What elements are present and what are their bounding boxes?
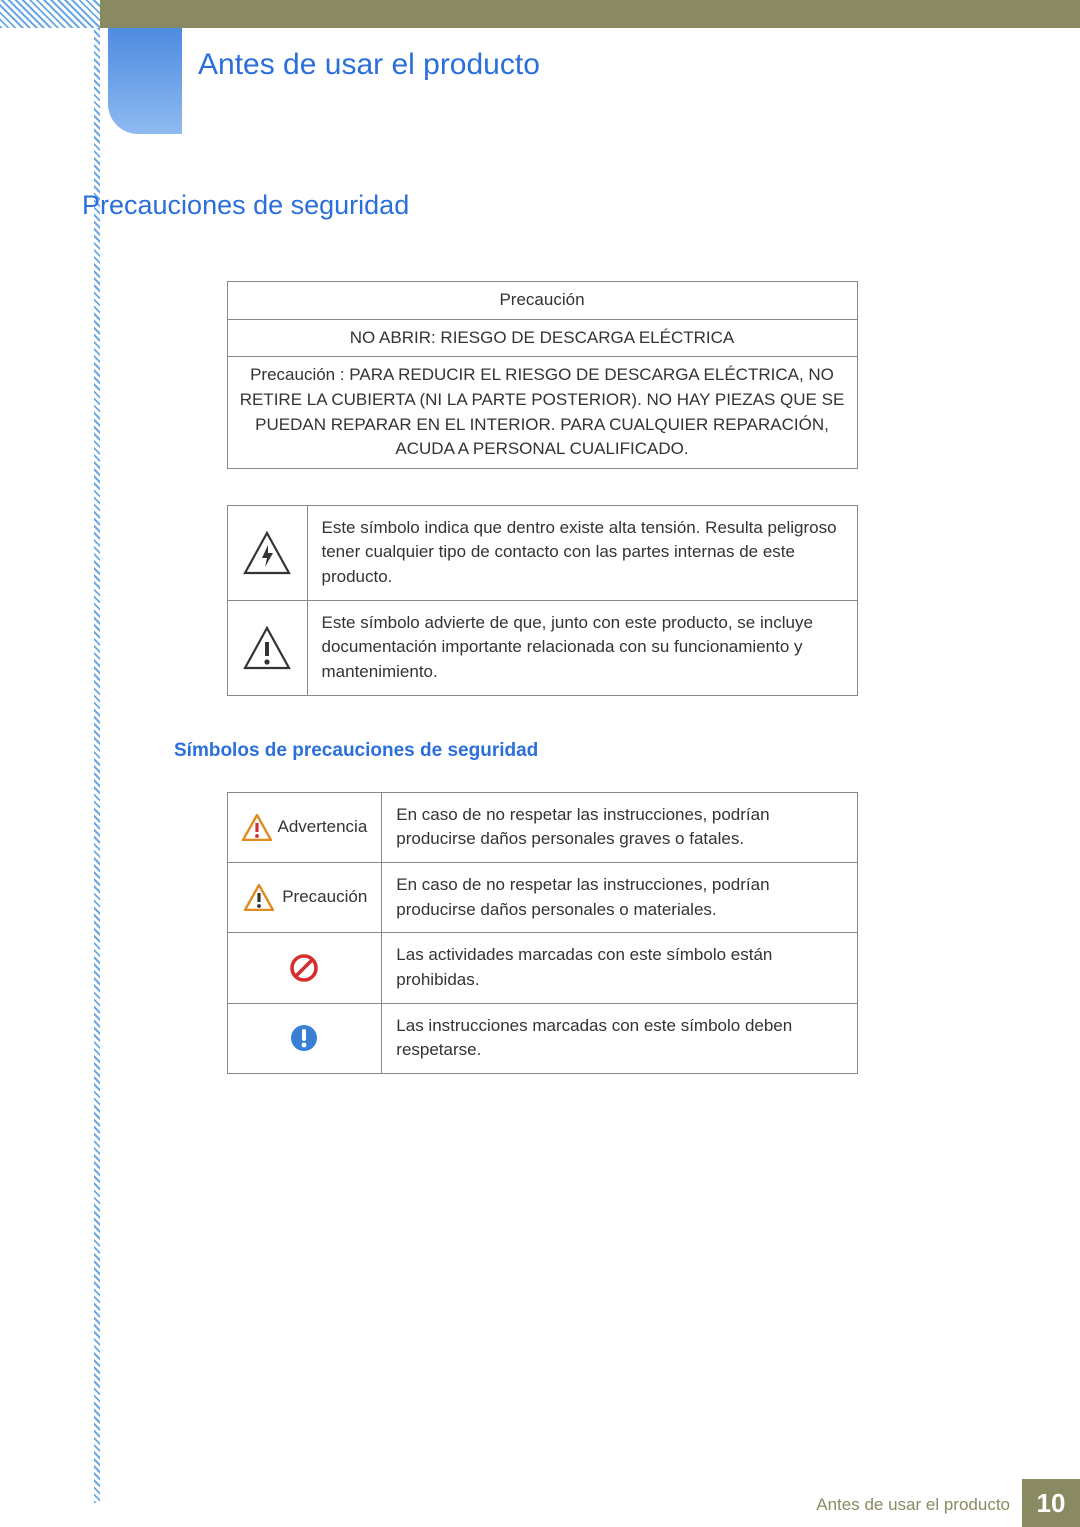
warning-label-cell: Advertencia [227,792,382,862]
warning-text: En caso de no respetar las instrucciones… [382,792,857,862]
header-bar [0,0,1080,28]
chapter-tab [108,28,182,134]
caution-icon [244,884,274,911]
footer-chapter-label: Antes de usar el producto [816,1495,1010,1515]
caution-row-1: Precaución [227,282,857,320]
must-label-cell [227,1003,382,1073]
prohibit-icon [289,953,319,983]
caution-label: Precaución [282,885,367,910]
section-title: Precauciones de seguridad [82,190,1002,221]
symbol-explain-table: Este símbolo indica que dentro existe al… [227,505,858,696]
warning-icon [242,814,272,841]
exclaim-triangle-cell [227,600,307,695]
prohibit-label-cell [227,933,382,1003]
lightning-triangle-cell [227,505,307,600]
caution-box-table: Precaución NO ABRIR: RIESGO DE DESCARGA … [227,281,858,469]
prohibit-text: Las actividades marcadas con este símbol… [382,933,857,1003]
warning-label: Advertencia [278,815,368,840]
subsection-title: Símbolos de precauciones de seguridad [174,740,1002,762]
caution-text: En caso de no respetar las instrucciones… [382,862,857,932]
page-number: 10 [1022,1479,1080,1527]
lightning-triangle-icon [243,531,291,575]
caution-row-2: NO ABRIR: RIESGO DE DESCARGA ELÉCTRICA [227,319,857,357]
precaution-symbols-table: Advertencia En caso de no respetar las i… [227,792,858,1074]
must-follow-icon [289,1023,319,1053]
page-footer: Antes de usar el producto 10 [0,1479,1080,1527]
lightning-text: Este símbolo indica que dentro existe al… [307,505,857,600]
chapter-title: Antes de usar el producto [198,48,540,82]
header-stripes [0,0,100,28]
caution-label-cell: Precaución [227,862,382,932]
exclamation-triangle-icon [243,626,291,670]
caution-row-3: Precaución : PARA REDUCIR EL RIESGO DE D… [227,357,857,469]
exclaim-text: Este símbolo advierte de que, junto con … [307,600,857,695]
must-text: Las instrucciones marcadas con este símb… [382,1003,857,1073]
page-content: Precauciones de seguridad Precaución NO … [82,190,1002,1074]
